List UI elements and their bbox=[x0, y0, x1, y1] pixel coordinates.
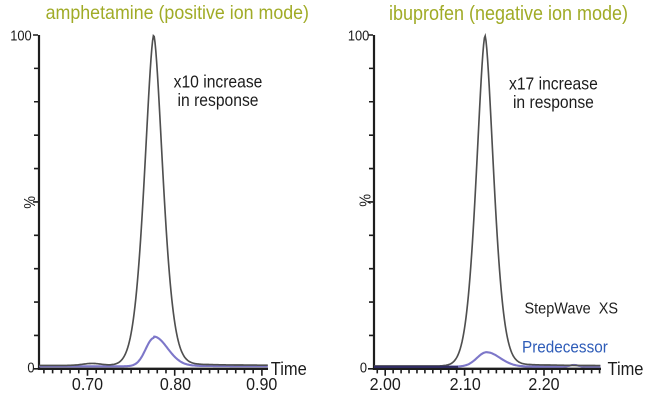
svg-text:%: % bbox=[357, 194, 375, 207]
svg-text:100: 100 bbox=[348, 28, 370, 44]
svg-text:in response: in response bbox=[513, 92, 594, 112]
svg-text:2.20: 2.20 bbox=[528, 374, 559, 394]
svg-text:x17 increase: x17 increase bbox=[509, 74, 598, 94]
svg-text:ibuprofen (negative ion mode): ibuprofen (negative ion mode) bbox=[389, 3, 628, 25]
svg-text:0: 0 bbox=[27, 360, 35, 376]
svg-text:0.70: 0.70 bbox=[72, 374, 103, 394]
svg-text:%: % bbox=[21, 196, 39, 209]
svg-text:in response: in response bbox=[178, 90, 259, 110]
svg-text:StepWave XS: StepWave XS bbox=[525, 300, 619, 318]
svg-text:0.80: 0.80 bbox=[160, 374, 191, 394]
svg-text:2.00: 2.00 bbox=[370, 374, 401, 394]
svg-text:Time: Time bbox=[608, 358, 644, 379]
svg-text:x10 increase: x10 increase bbox=[174, 72, 263, 92]
svg-text:0: 0 bbox=[360, 360, 368, 376]
svg-text:Predecessor: Predecessor bbox=[522, 338, 608, 357]
svg-text:2.10: 2.10 bbox=[450, 374, 481, 394]
svg-text:0.90: 0.90 bbox=[246, 374, 277, 394]
svg-text:Time: Time bbox=[271, 358, 307, 379]
svg-text:amphetamine (positive ion mode: amphetamine (positive ion mode) bbox=[46, 1, 309, 23]
svg-text:100: 100 bbox=[10, 28, 32, 44]
